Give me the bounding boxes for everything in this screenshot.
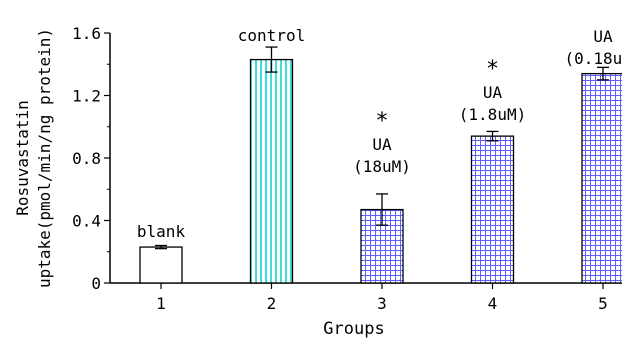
bar-label-1-0: blank (137, 222, 186, 241)
bar-label-3-1: UA (372, 135, 392, 154)
bar-label-3-2: (18uM) (353, 157, 411, 176)
bar-2 (249, 58, 294, 284)
y-axis-label-line-2: uptake(pmol/min/ng protein) (35, 28, 54, 288)
y-tick-label: 0.8 (72, 149, 101, 168)
y-tick-label: 1.6 (72, 24, 101, 43)
y-tick-label: 0.4 (72, 212, 101, 231)
y-tick-label: 1.2 (72, 87, 101, 106)
labels-layer: 0 0.4 0.8 1.2 1.6 Rosuvastatin uptake(pmol/min… (13, 24, 622, 313)
x-tick-label-3: 3 (377, 294, 387, 313)
bar-label-4-0: * (486, 57, 499, 82)
bar-4 (470, 135, 515, 284)
bar-label-2-0: control (238, 26, 305, 45)
x-tick-label-1: 1 (156, 294, 166, 313)
bar-3 (360, 208, 404, 284)
bar-label-5-1: (0.18uM) (564, 49, 622, 68)
bar-label-5-0: UA (593, 27, 613, 46)
x-tick-label-2: 2 (267, 294, 277, 313)
x-tick-label-4: 4 (488, 294, 498, 313)
x-axis-label: Groups (323, 319, 384, 339)
bar-5 (581, 72, 622, 284)
x-tick-label-5: 5 (598, 294, 608, 313)
bars-layer (139, 46, 622, 284)
bar-label-4-1: UA (483, 83, 503, 102)
y-axis-label-line-1: Rosuvastatin (13, 100, 32, 216)
bar-label-3-0: * (375, 109, 388, 134)
axes-layer (104, 32, 622, 289)
bar-1 (139, 246, 183, 284)
bar-label-4-2: (1.8uM) (459, 105, 526, 124)
y-tick-label: 0 (91, 274, 101, 293)
